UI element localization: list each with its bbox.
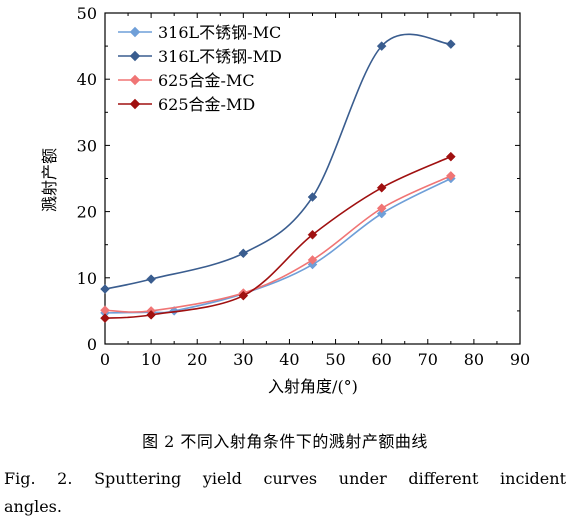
data-point-marker: [146, 274, 156, 284]
series-1: [100, 173, 456, 318]
data-point-marker: [376, 203, 387, 214]
legend-item: 316L不锈钢-MD: [118, 47, 282, 66]
data-point-marker: [307, 255, 318, 265]
figure-caption-en: Fig. 2. Sputtering yield curves under di…: [4, 465, 566, 521]
x-tick-label: 60: [371, 350, 391, 369]
figure-caption-en-line2: angles.: [4, 497, 62, 516]
legend-marker: [129, 50, 141, 62]
legend-item: 625合金-MC: [118, 71, 255, 90]
data-point-marker: [307, 229, 318, 240]
y-tick-label: 0: [87, 335, 97, 354]
legend-label: 625合金-MC: [158, 71, 255, 90]
series-3: [100, 170, 456, 316]
x-tick-label: 50: [325, 350, 345, 369]
x-tick-label: 80: [464, 350, 484, 369]
data-point-marker: [445, 170, 456, 181]
data-point-marker: [376, 208, 387, 219]
legend-label: 316L不锈钢-MD: [158, 47, 282, 66]
x-axis-label: 入射角度/(°): [268, 377, 358, 396]
series-line: [104, 33, 451, 290]
data-point-marker: [238, 248, 249, 259]
data-point-marker: [100, 284, 110, 294]
legend-marker: [129, 98, 141, 110]
legend-marker: [129, 74, 141, 86]
sputtering-yield-chart: 0 10 20 30 40 50 60 70 80 90 0 10 20 30 40 50 316L不锈钢-M…: [40, 4, 530, 396]
x-tick-label: 30: [233, 350, 253, 369]
x-tick-label: 40: [279, 350, 299, 369]
series-line: [104, 175, 452, 313]
figure-caption-cn: 图 2 不同入射角条件下的溅射产额曲线: [142, 432, 428, 451]
x-tick-label: 90: [510, 350, 530, 369]
legend-label: 625合金-MD: [158, 95, 255, 114]
legend-item: 316L不锈钢-MC: [118, 23, 281, 42]
x-tick-label: 0: [100, 350, 110, 369]
data-point-marker: [146, 310, 156, 320]
data-point-marker: [445, 151, 456, 162]
y-tick-label: 10: [77, 269, 97, 288]
x-tick-label: 70: [418, 350, 438, 369]
legend-marker: [129, 26, 141, 38]
data-point-marker: [238, 290, 249, 301]
y-tick-label: 40: [77, 70, 97, 89]
data-point-marker: [445, 39, 456, 49]
legend-label: 316L不锈钢-MC: [158, 23, 281, 42]
y-tick-label: 50: [77, 4, 97, 23]
y-tick-label: 20: [77, 203, 97, 222]
series-4: [100, 151, 456, 324]
y-tick-label: 30: [77, 136, 97, 155]
x-tick-label: 10: [141, 350, 161, 369]
data-point-marker: [307, 192, 318, 202]
series-2: [100, 33, 456, 294]
data-point-marker: [100, 313, 110, 324]
x-tick-label: 20: [187, 350, 207, 369]
legend-item: 625合金-MD: [118, 95, 255, 114]
data-point-marker: [376, 182, 387, 193]
figure-caption-en-line1: Fig. 2. Sputtering yield curves under di…: [4, 469, 566, 488]
series-line: [104, 155, 452, 319]
y-axis-label: 溅射产额: [40, 148, 59, 212]
data-point-marker: [376, 41, 387, 51]
